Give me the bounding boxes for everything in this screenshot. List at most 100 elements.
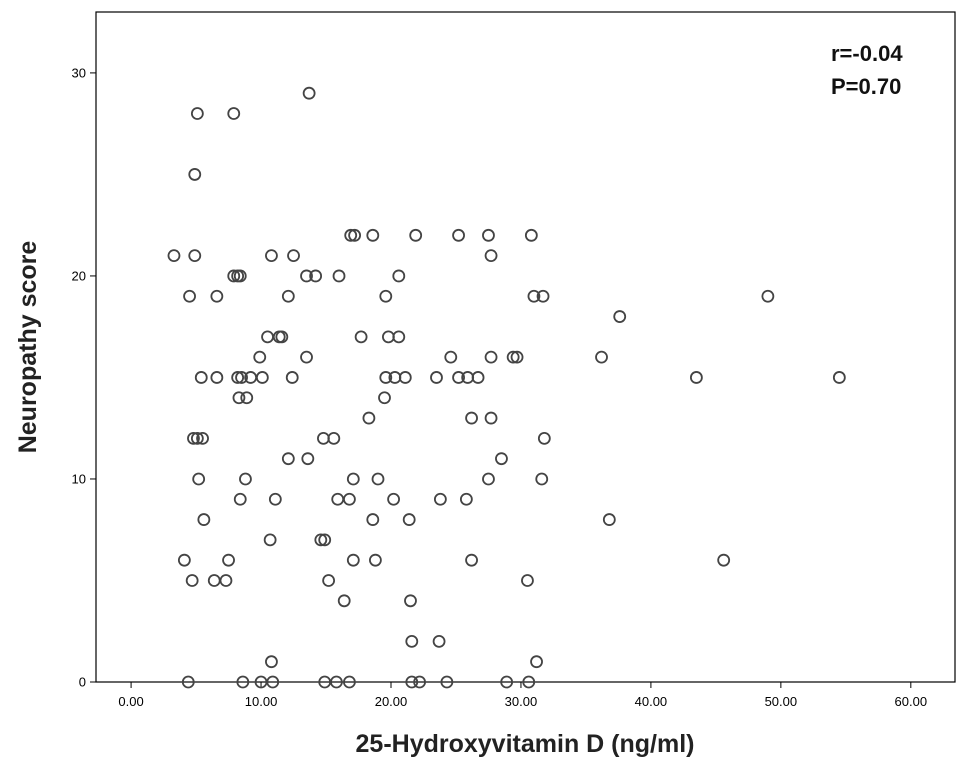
data-point [346,553,360,567]
data-point [366,513,380,526]
data-point [381,330,395,344]
data-point [433,492,447,506]
data-point [317,431,330,445]
data-point [190,431,204,445]
y-axis: 0 10 20 30 [72,65,96,690]
data-point [409,228,423,242]
data-point [405,634,419,648]
data-point [482,228,495,242]
data-point [613,310,627,323]
data-point [689,371,703,384]
x-tick-label: 40.00 [635,694,668,709]
data-point [405,675,419,689]
data-point [524,228,538,242]
data-point [379,289,393,303]
data-point [268,492,282,506]
data-point [188,249,202,263]
data-point [402,513,416,526]
data-point [471,371,485,384]
data-point [210,289,224,303]
data-point [832,371,846,384]
data-point [235,371,248,384]
data-point [404,594,417,608]
data-point [392,330,406,344]
data-point [197,513,211,526]
data-point [185,574,199,587]
data-point [346,472,360,486]
correlation-coefficient: r=-0.04 [831,41,903,66]
data-point [265,249,278,263]
data-point [233,492,247,506]
data-point [484,249,498,263]
data-point [482,472,495,486]
data-point [506,350,520,364]
data-point [535,472,549,486]
data-point [521,574,534,587]
data-point [371,472,385,486]
data-point [495,452,508,466]
data-point [188,168,202,181]
data-point [232,391,246,405]
data-point [484,350,498,364]
data-point [440,675,454,689]
data-point [253,350,267,364]
data-point [275,330,289,344]
data-point [302,86,316,100]
data-point [167,249,181,263]
data-point [285,371,299,384]
data-point [379,371,393,384]
data-point [337,594,351,608]
data-point [332,269,346,283]
data-point [530,655,543,669]
data-points [167,86,846,689]
data-point [239,472,252,486]
data-point [196,431,209,445]
data-point [527,289,541,303]
data-point [300,269,313,283]
x-tick-label: 10.00 [245,694,278,709]
data-point [236,675,250,689]
data-point [430,371,443,384]
data-point [177,553,191,567]
data-point [761,289,775,303]
data-point [452,228,465,242]
data-point [330,675,343,689]
data-point [537,431,551,445]
data-point [190,107,204,120]
data-point [354,330,368,344]
data-point [510,350,524,364]
data-point [183,289,196,303]
x-tick-label: 30.00 [505,694,538,709]
data-point [343,675,356,689]
data-point [222,553,235,567]
data-point [287,249,300,263]
data-point [240,391,254,405]
data-point [301,452,315,466]
data-point [500,675,514,689]
data-point [219,574,233,587]
data-point [343,492,356,506]
data-point [281,289,295,303]
data-point [444,350,458,364]
data-point [522,675,536,689]
data-point [348,228,362,242]
data-point [459,492,473,506]
data-point [318,533,332,547]
data-point [369,553,382,567]
data-point [194,371,208,384]
data-point [465,553,478,567]
data-point [413,675,426,689]
data-point [207,574,221,587]
data-point [281,452,295,466]
data-point [181,675,195,689]
data-point [265,655,278,669]
data-point [362,411,376,425]
x-axis: 0.00 10.00 20.00 30.00 40.00 50.00 60.00 [118,682,927,709]
data-point [452,371,465,384]
data-point [231,371,245,384]
data-point [266,675,280,689]
data-point [227,269,241,283]
y-tick-label: 0 [79,675,86,690]
data-point [255,371,269,384]
